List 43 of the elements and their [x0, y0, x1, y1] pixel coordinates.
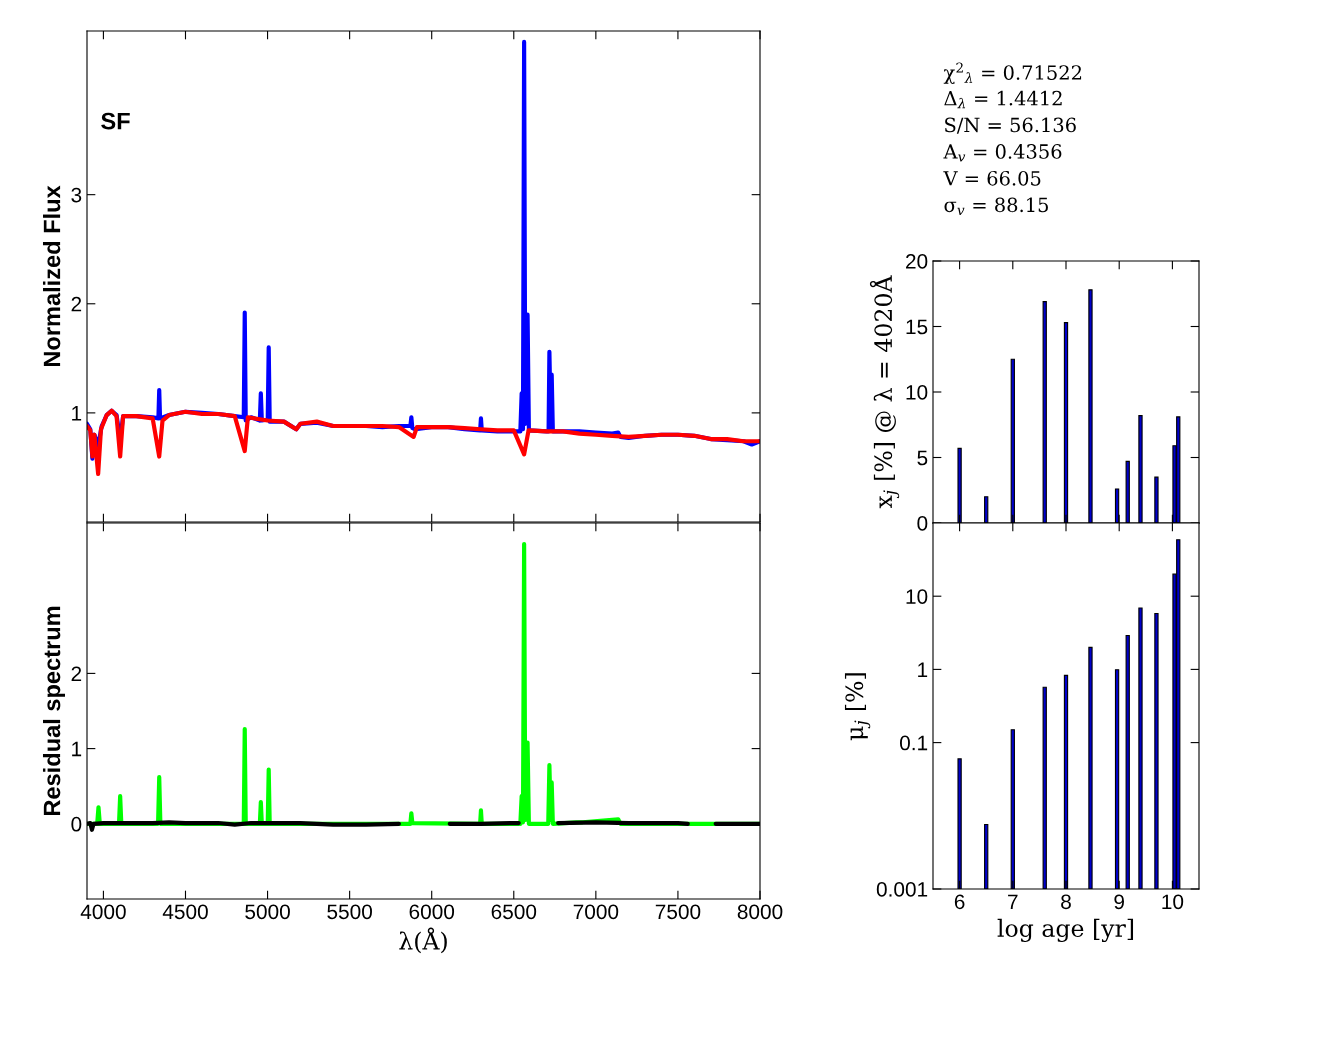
y-tick-label: 20 — [906, 254, 928, 269]
y-tick-label: 15 — [906, 319, 928, 335]
y-tick-label: 2 — [71, 666, 82, 681]
x-tick-label: 7 — [1008, 894, 1018, 909]
y-tick-label: 0 — [917, 516, 928, 531]
x-axis-title: λ(Å) — [399, 927, 447, 954]
y-tick-label: 1 — [72, 406, 82, 421]
x-tick-label: 7000 — [573, 904, 619, 920]
y-axis-title: Normalized Flux — [42, 185, 61, 367]
y-tick-label: 0.1 — [899, 735, 928, 751]
x-tick-label: 6500 — [491, 904, 537, 920]
y-tick-label: 2 — [71, 296, 82, 312]
text: A$_{v}$ = 0.4356 — [943, 144, 1062, 162]
y-tick-label: 0 — [71, 816, 82, 832]
y-axis-title: μ$_{j}$ [%] — [844, 673, 871, 741]
y-tick-label: 10 — [906, 589, 928, 604]
y-tick-label: 10 — [906, 385, 928, 400]
line-series — [87, 408, 760, 477]
x-tick-label: 4000 — [80, 904, 126, 920]
y-axis-title: x$_{j}$ [%] @ λ = 4020Å — [869, 275, 900, 509]
x-tick-label: 8 — [1061, 894, 1071, 910]
y-tick-label: 1 — [72, 741, 82, 757]
text: Δ$_{λ}$ = 1.4412 — [944, 90, 1062, 109]
text: V = 66.05 — [943, 170, 1041, 186]
x-tick-label: 7500 — [655, 904, 701, 920]
x-axis-title: log age [yr] — [997, 918, 1134, 943]
text: χ$^{2}$$_{λ}$ = 0.71522 — [943, 62, 1082, 84]
annotation: SF — [101, 112, 130, 130]
x-tick-label: 4500 — [162, 904, 208, 920]
x-tick-label: 5000 — [245, 904, 290, 920]
x-tick-label: 6 — [954, 894, 965, 910]
text: σ$_{v}$ = 88.15 — [944, 197, 1048, 215]
y-axis-title: Residual spectrum — [42, 606, 65, 816]
text: S/N = 56.136 — [945, 117, 1076, 134]
x-tick-label: 6000 — [409, 904, 455, 920]
y-tick-label: 3 — [71, 187, 82, 203]
x-tick-label: 5500 — [327, 904, 372, 920]
x-tick-label: 10 — [1162, 894, 1184, 910]
x-tick-label: 8000 — [737, 904, 783, 920]
y-tick-label: 0.001 — [876, 882, 928, 897]
y-tick-label: 5 — [917, 450, 928, 466]
x-tick-label: 9 — [1114, 894, 1125, 910]
y-tick-label: 1 — [918, 662, 928, 677]
